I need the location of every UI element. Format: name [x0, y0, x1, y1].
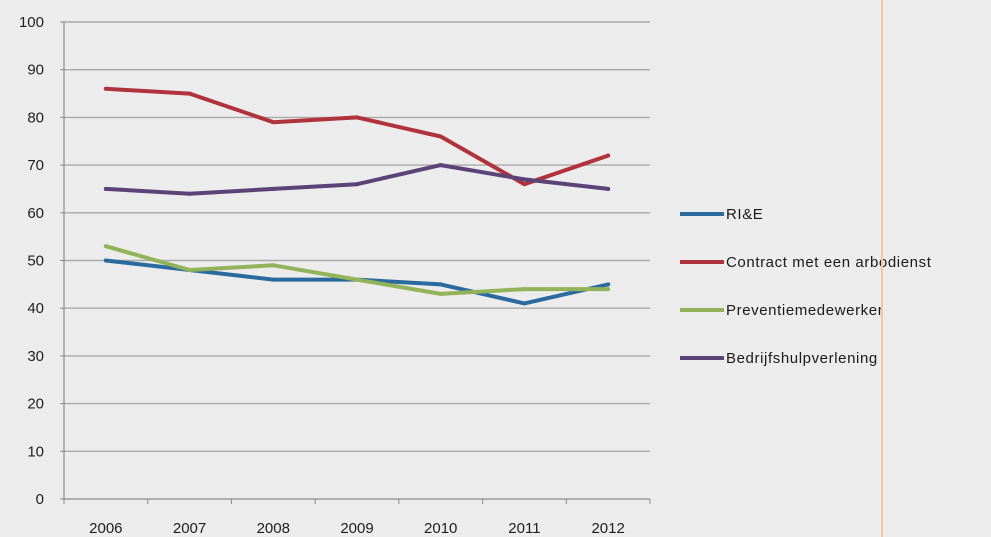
data-point	[522, 287, 527, 292]
data-point	[438, 291, 443, 296]
data-point	[522, 177, 527, 182]
data-point	[271, 186, 276, 191]
x-tick-label-2012: 2012	[591, 520, 624, 537]
data-point	[271, 120, 276, 125]
x-tick-label-2008: 2008	[257, 520, 290, 537]
data-point	[438, 163, 443, 168]
y-axis-tick-labels: 0 10 20 30 40 50 60 70 80 90 100	[19, 14, 44, 508]
data-point	[438, 282, 443, 287]
data-point	[271, 277, 276, 282]
y-tick-label-50: 50	[27, 253, 44, 270]
y-tick-label-20: 20	[27, 396, 44, 413]
y-tick-label-80: 80	[27, 109, 44, 126]
legend-item: Contract met een arbodienst	[680, 254, 932, 271]
x-tick-label-2010: 2010	[424, 520, 457, 537]
data-point	[187, 268, 192, 273]
legend: RI&E Contract met een arbodienst Preventie…	[680, 206, 932, 367]
legend-label: RI&E	[726, 206, 763, 223]
legend-label: Bedrijfshulpverlening	[726, 350, 878, 367]
y-tick-label-90: 90	[27, 62, 44, 79]
y-tick-label-40: 40	[27, 300, 44, 317]
legend-label: Preventiemedewerker	[726, 302, 883, 319]
legend-label: Contract met een arbodienst	[726, 254, 932, 271]
y-tick-label-30: 30	[27, 348, 44, 365]
axes	[60, 21, 651, 504]
data-point	[103, 258, 108, 263]
legend-item: Preventiemedewerker	[680, 302, 883, 319]
data-point	[606, 287, 611, 292]
data-point	[355, 182, 359, 187]
data-point	[522, 182, 527, 187]
x-tick-label-2007: 2007	[173, 520, 206, 537]
legend-item: Bedrijfshulpverlening	[680, 350, 878, 367]
data-point	[103, 86, 108, 91]
data-point	[355, 115, 359, 120]
data-point	[187, 191, 192, 196]
data-point	[103, 186, 108, 191]
data-point	[103, 244, 108, 249]
data-point	[606, 153, 611, 158]
series-line-bedrijfshulpverlening	[103, 163, 611, 196]
y-tick-label-60: 60	[27, 205, 44, 222]
data-point	[271, 263, 276, 268]
x-axis-tick-labels: 2006 2007 2008 2009 2010 2011 2012	[89, 520, 625, 537]
data-point	[522, 301, 527, 306]
data-point	[355, 277, 359, 282]
y-tick-label-100: 100	[19, 14, 44, 31]
x-tick-label-2011: 2011	[508, 520, 540, 537]
series-line-contract-met-een-arbodienst	[103, 86, 611, 187]
series-lines	[103, 86, 611, 306]
legend-item: RI&E	[680, 206, 763, 223]
y-tick-label-10: 10	[27, 443, 44, 460]
data-point	[438, 134, 443, 139]
data-point	[606, 282, 611, 287]
y-tick-label-0: 0	[36, 491, 44, 508]
data-point	[606, 186, 611, 191]
gridlines	[64, 21, 650, 452]
y-tick-label-70: 70	[27, 157, 44, 174]
data-point	[187, 91, 192, 96]
page-edge-divider	[881, 0, 883, 537]
x-tick-label-2009: 2009	[340, 520, 373, 537]
x-tick-label-2006: 2006	[89, 520, 122, 537]
